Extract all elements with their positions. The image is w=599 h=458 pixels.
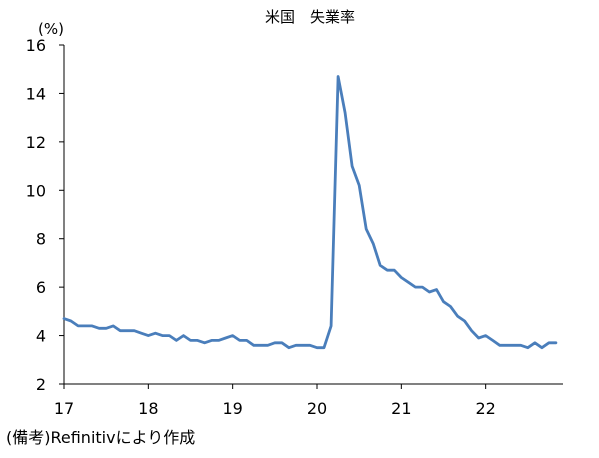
series-group [62,75,558,350]
source-note: (備考)Refinitivにより作成 [6,428,196,447]
y-tick-label: 12 [26,133,46,152]
y-tick-label: 8 [36,230,46,249]
y-axis-ticks: 2 4 6 8 10 12 14 16 [26,36,64,394]
unemployment-line-chart: 米国 失業率 (%) 2 4 6 8 10 12 14 16 17 18 19 20 21 22 [26,8,563,418]
unemployment-rate-line [62,75,558,350]
x-tick-label: 19 [222,399,242,418]
y-tick-label: 10 [26,181,46,200]
y-tick-label: 16 [26,36,46,55]
y-tick-label: 2 [36,375,46,394]
y-unit-label: (%) [38,20,64,38]
y-tick-label: 14 [26,84,46,103]
x-tick-label: 22 [475,399,495,418]
x-tick-label: 20 [307,399,327,418]
chart-title: 米国 失業率 [265,8,355,26]
x-tick-label: 21 [391,399,411,418]
y-tick-label: 4 [36,327,46,346]
x-tick-label: 17 [54,399,74,418]
x-axis-ticks: 17 18 19 20 21 22 [54,384,496,418]
x-tick-label: 18 [138,399,158,418]
y-tick-label: 6 [36,278,46,297]
axes [63,45,563,385]
